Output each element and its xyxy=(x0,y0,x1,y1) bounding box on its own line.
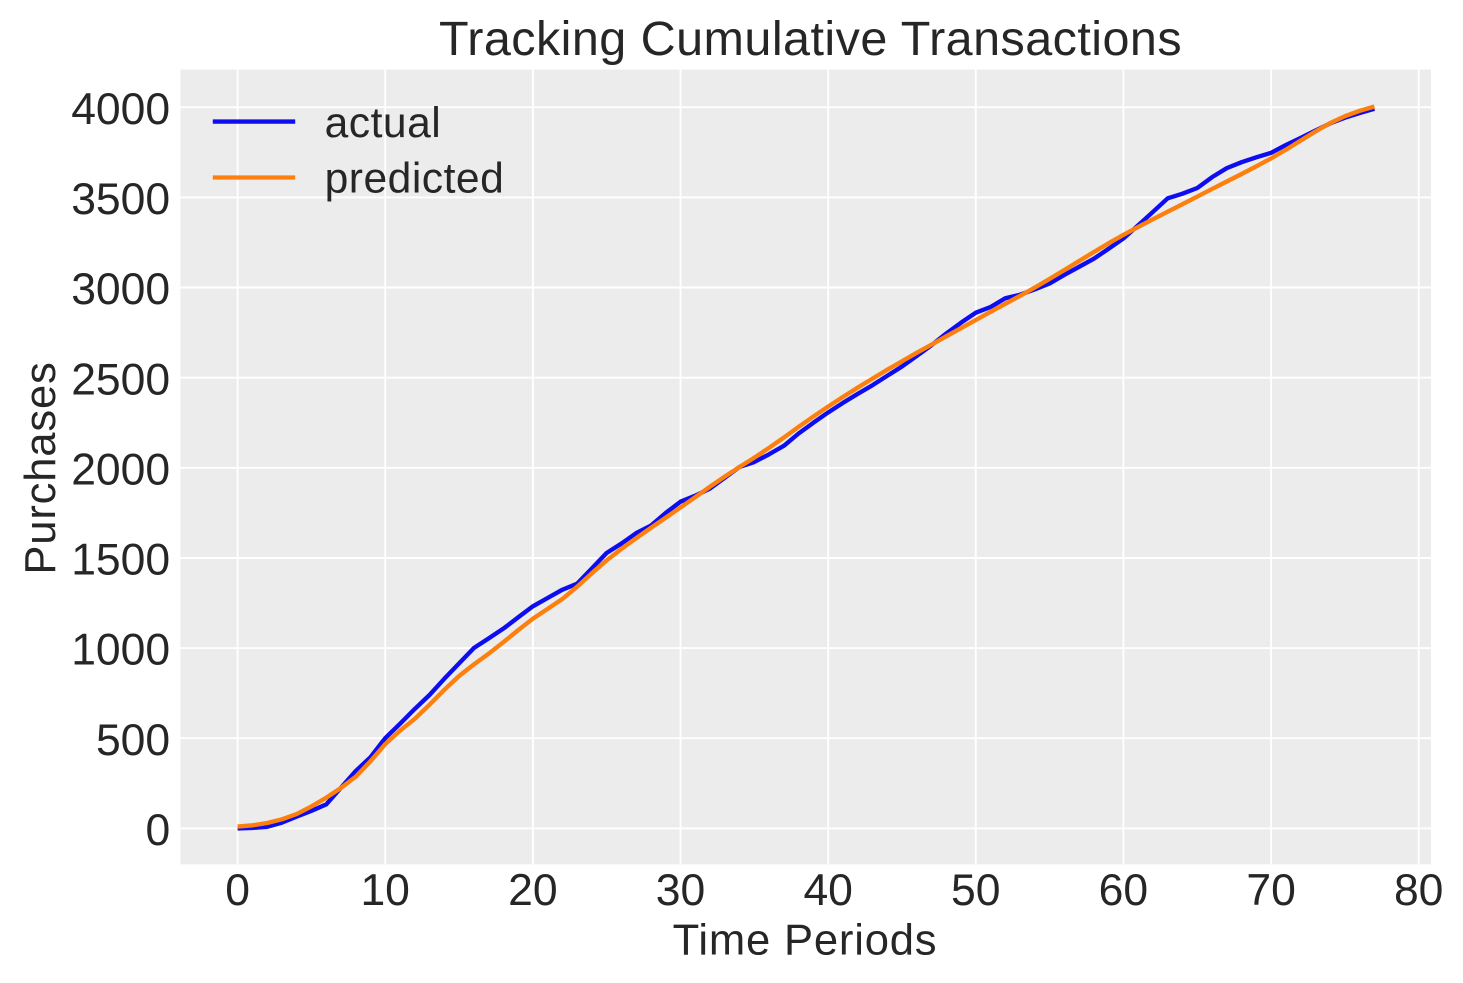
svg-text:0: 0 xyxy=(145,806,170,855)
svg-text:30: 30 xyxy=(656,866,706,915)
svg-text:70: 70 xyxy=(1246,866,1296,915)
svg-text:10: 10 xyxy=(360,866,410,915)
svg-text:50: 50 xyxy=(951,866,1001,915)
svg-text:1000: 1000 xyxy=(71,626,170,675)
svg-text:40: 40 xyxy=(803,866,853,915)
svg-text:3000: 3000 xyxy=(71,265,170,314)
svg-text:1500: 1500 xyxy=(71,536,170,585)
svg-text:Tracking Cumulative Transactio: Tracking Cumulative Transactions xyxy=(439,12,1182,66)
svg-text:4000: 4000 xyxy=(71,85,170,134)
svg-text:actual: actual xyxy=(325,99,442,147)
svg-text:Purchases: Purchases xyxy=(17,361,65,574)
svg-text:0: 0 xyxy=(225,866,250,915)
svg-text:Time Periods: Time Periods xyxy=(673,917,938,965)
svg-text:2000: 2000 xyxy=(71,445,170,494)
svg-text:500: 500 xyxy=(96,716,170,765)
svg-text:20: 20 xyxy=(508,866,558,915)
svg-text:3500: 3500 xyxy=(71,175,170,224)
svg-text:2500: 2500 xyxy=(71,355,170,404)
svg-text:predicted: predicted xyxy=(325,154,505,202)
svg-text:60: 60 xyxy=(1099,866,1149,915)
svg-text:80: 80 xyxy=(1394,866,1444,915)
